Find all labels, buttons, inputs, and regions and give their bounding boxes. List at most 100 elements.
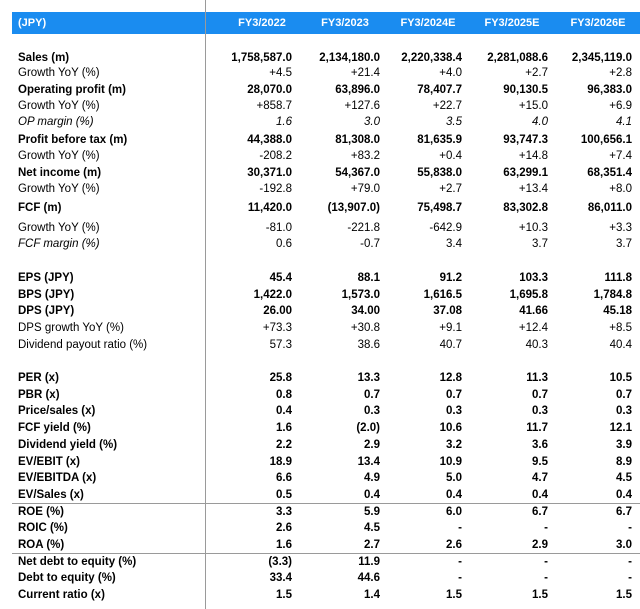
row-label: Debt to equity (%) (18, 572, 116, 585)
row-value: 103.3 (519, 272, 548, 284)
row-value: 8.9 (616, 455, 632, 468)
row-value: 4.0 (532, 116, 548, 128)
row-label: PBR (x) (18, 388, 60, 401)
row-value: - (628, 522, 632, 535)
row-value: 1.5 (532, 589, 548, 602)
row-value: +4.0 (439, 67, 462, 79)
row-value: -642.9 (429, 222, 462, 234)
row-value: +83.2 (350, 150, 380, 162)
row-value: 3.7 (616, 238, 632, 250)
row-value: 63,896.0 (335, 84, 380, 96)
row-value: 11.7 (526, 422, 548, 435)
row-value: 11,420.0 (247, 202, 292, 214)
row-value: 75,498.7 (417, 202, 462, 214)
row-value: 2.9 (532, 539, 548, 551)
row-value: +4.5 (269, 67, 292, 79)
row-value: +14.8 (518, 150, 548, 162)
row-value: - (628, 572, 632, 585)
column-header: FY3/2024E (400, 17, 456, 29)
row-value: - (544, 555, 548, 568)
row-value: 13.4 (357, 455, 380, 468)
row-value: +127.6 (344, 100, 381, 112)
row-value: 81,635.9 (417, 134, 462, 146)
row-value: 28,070.0 (247, 84, 292, 96)
row-value: 91.2 (439, 272, 462, 284)
row-value: -192.8 (259, 183, 292, 195)
row-value: +9.1 (439, 322, 462, 334)
row-label: Net income (m) (18, 167, 102, 179)
row-label: Operating profit (m) (18, 84, 126, 96)
row-value: 4.5 (364, 522, 380, 535)
row-value: -0.7 (360, 238, 380, 250)
row-value: 11.3 (526, 372, 548, 384)
column-header: FY3/2026E (570, 17, 626, 29)
row-value: 0.5 (276, 488, 292, 501)
row-value: 2.6 (276, 522, 292, 535)
row-value: 13.3 (357, 372, 380, 384)
unit-label: (JPY) (18, 17, 47, 29)
row-value: +7.4 (609, 150, 632, 162)
row-label: PER (x) (18, 372, 59, 384)
row-value: +10.3 (518, 222, 548, 234)
row-value: +2.7 (439, 183, 462, 195)
row-value: 45.4 (269, 272, 292, 284)
row-value: +2.8 (609, 67, 632, 79)
row-value: 1.4 (364, 589, 380, 602)
row-value: 45.18 (603, 305, 632, 317)
row-value: 40.4 (609, 339, 632, 351)
row-value: - (628, 555, 632, 568)
row-value: +79.0 (350, 183, 380, 195)
row-value: 0.3 (532, 405, 548, 418)
row-value: 2,345,119.0 (571, 52, 632, 64)
row-value: 0.7 (532, 388, 548, 401)
row-value: 1,573.0 (341, 289, 380, 301)
row-value: +858.7 (256, 100, 293, 112)
row-value: 0.7 (364, 388, 380, 401)
row-value: 0.7 (446, 388, 462, 401)
row-value: 3.7 (532, 238, 548, 250)
row-label: DPS (JPY) (18, 305, 75, 317)
row-value: 41.66 (519, 305, 548, 317)
row-value: +13.4 (518, 183, 548, 195)
row-value: 1,616.5 (423, 289, 462, 301)
row-label: EV/EBITDA (x) (18, 472, 97, 485)
row-value: 3.0 (364, 116, 380, 128)
row-value: +12.4 (518, 322, 548, 334)
row-value: +73.3 (262, 322, 292, 334)
column-header: FY3/2025E (484, 17, 540, 29)
row-value: 10.9 (439, 455, 462, 468)
row-value: 78,407.7 (417, 84, 462, 96)
row-value: +6.9 (609, 100, 632, 112)
row-value: 1.6 (276, 539, 292, 551)
row-label: BPS (JPY) (18, 289, 75, 301)
row-value: 2.9 (364, 438, 380, 451)
row-value: 90,130.5 (503, 84, 548, 96)
row-value: -81.0 (265, 222, 292, 234)
row-value: +8.5 (609, 322, 632, 334)
row-value: 4.5 (616, 472, 632, 485)
row-value: -208.2 (259, 150, 292, 162)
row-value: 68,351.4 (587, 167, 632, 179)
row-value: +15.0 (518, 100, 548, 112)
row-value: 1,784.8 (593, 289, 632, 301)
row-value: 0.3 (616, 405, 632, 418)
row-value: 88.1 (357, 272, 380, 284)
row-label: ROA (%) (18, 539, 65, 551)
row-value: - (544, 522, 548, 535)
row-value: 54,367.0 (335, 167, 380, 179)
row-value: -221.8 (347, 222, 380, 234)
row-value: 1,695.8 (509, 289, 548, 301)
row-value: 6.0 (446, 505, 462, 518)
row-value: 34.00 (351, 305, 380, 317)
row-value: (3.3) (268, 555, 292, 568)
row-value: +8.0 (609, 183, 632, 195)
row-value: 9.5 (532, 455, 548, 468)
row-label: DPS growth YoY (%) (18, 322, 124, 334)
row-value: +3.3 (609, 222, 632, 234)
row-value: 3.4 (446, 238, 462, 250)
row-value: 100,656.1 (580, 134, 632, 146)
row-value: 1.6 (276, 116, 292, 128)
row-value: 83,302.8 (503, 202, 548, 214)
row-value: 0.3 (446, 405, 462, 418)
